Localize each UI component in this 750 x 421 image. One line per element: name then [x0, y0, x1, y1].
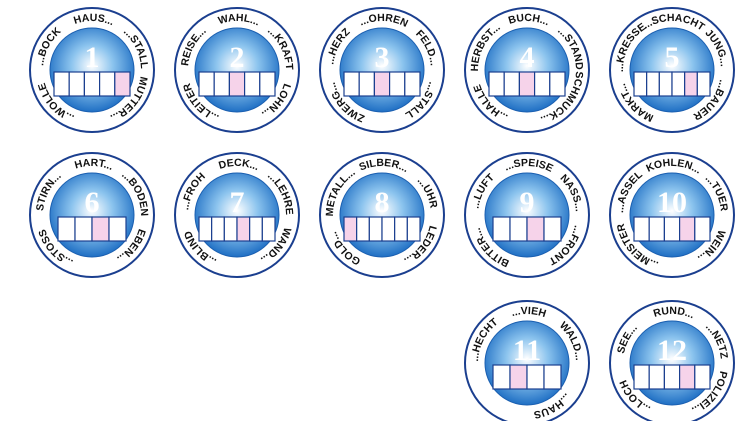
puzzle-circle: HERBST... BUCH......STANDSCHMUCK......HAL…	[464, 7, 590, 133]
letter-box	[381, 216, 396, 242]
letter-box	[404, 71, 421, 97]
letter-box	[198, 71, 215, 97]
letter-box	[83, 71, 101, 97]
clue-word: HAUS...	[72, 12, 116, 28]
letter-box	[249, 216, 263, 242]
highlight-box	[526, 216, 545, 242]
letter-box	[648, 216, 666, 242]
puzzle-number: 6	[85, 186, 100, 219]
puzzle-number: 12	[657, 334, 687, 367]
letter-box	[633, 364, 650, 390]
letter-box	[389, 71, 406, 97]
letter-box	[343, 71, 360, 97]
letter-box	[358, 71, 376, 97]
letter-box	[74, 216, 93, 242]
clue-word: DECK...	[217, 157, 261, 173]
letter-box	[259, 71, 276, 97]
highlight-box	[678, 216, 696, 242]
letter-box	[368, 216, 383, 242]
highlight-box	[343, 216, 358, 242]
letter-box	[198, 216, 213, 242]
letter-box	[53, 71, 70, 97]
letter-box	[663, 364, 681, 390]
puzzle-number: 7	[230, 186, 245, 219]
highlight-box	[518, 71, 536, 97]
letter-box	[658, 71, 673, 97]
letter-box	[648, 364, 666, 390]
highlight-box	[114, 71, 131, 97]
letter-box	[633, 71, 648, 97]
letter-box	[509, 216, 528, 242]
highlight-box	[684, 71, 698, 97]
letter-box	[526, 364, 545, 390]
letter-box	[694, 364, 711, 390]
highlight-box	[228, 71, 246, 97]
letter-box	[543, 216, 562, 242]
puzzle-number: 8	[375, 186, 390, 219]
letter-box	[244, 71, 261, 97]
puzzle-circle: ...ASSELKOHLEN......TUERWEIN......MEISTE…	[609, 152, 735, 278]
letter-box	[394, 216, 408, 242]
letter-box	[68, 71, 85, 97]
letter-box	[696, 71, 711, 97]
puzzle-circle: ...LUFT...SPEISENASS......FRONTBITTER...…	[464, 152, 590, 278]
letter-box	[543, 364, 562, 390]
puzzle-number: 9	[520, 186, 535, 219]
letter-box	[223, 216, 238, 242]
puzzle-number: 10	[657, 186, 687, 219]
letter-box	[633, 216, 650, 242]
clue-word: BUCH...	[507, 12, 551, 28]
puzzle-circle: ...KRESSE...SCHACHTJUNG......BAUERMARKT.…	[609, 7, 735, 133]
clue-word: RUND...	[652, 305, 696, 321]
puzzle-number: 4	[520, 41, 535, 74]
highlight-box	[91, 216, 110, 242]
letter-box	[646, 71, 660, 97]
letter-box	[356, 216, 370, 242]
puzzle-number: 3	[375, 41, 390, 74]
highlight-box	[373, 71, 391, 97]
letter-box	[663, 216, 681, 242]
letter-box	[57, 216, 76, 242]
letter-box	[549, 71, 566, 97]
letter-box	[211, 216, 225, 242]
letter-box	[98, 71, 116, 97]
letter-box	[213, 71, 230, 97]
letter-box	[503, 71, 521, 97]
letter-box	[492, 216, 511, 242]
letter-box	[108, 216, 127, 242]
clue-word: ...VIEH	[510, 305, 548, 320]
puzzle-number: 2	[230, 41, 245, 74]
letter-box	[488, 71, 505, 97]
highlight-box	[509, 364, 528, 390]
puzzle-number: 5	[665, 41, 680, 74]
letter-box	[671, 71, 686, 97]
letter-box	[406, 216, 421, 242]
highlight-box	[678, 364, 696, 390]
letter-box	[694, 216, 711, 242]
puzzle-number: 1	[85, 41, 100, 74]
letter-box	[261, 216, 276, 242]
clue-word: WAHL...	[217, 12, 262, 29]
puzzle-number: 11	[513, 334, 541, 367]
highlight-box	[236, 216, 251, 242]
letter-box	[533, 71, 551, 97]
letter-box	[492, 364, 511, 390]
